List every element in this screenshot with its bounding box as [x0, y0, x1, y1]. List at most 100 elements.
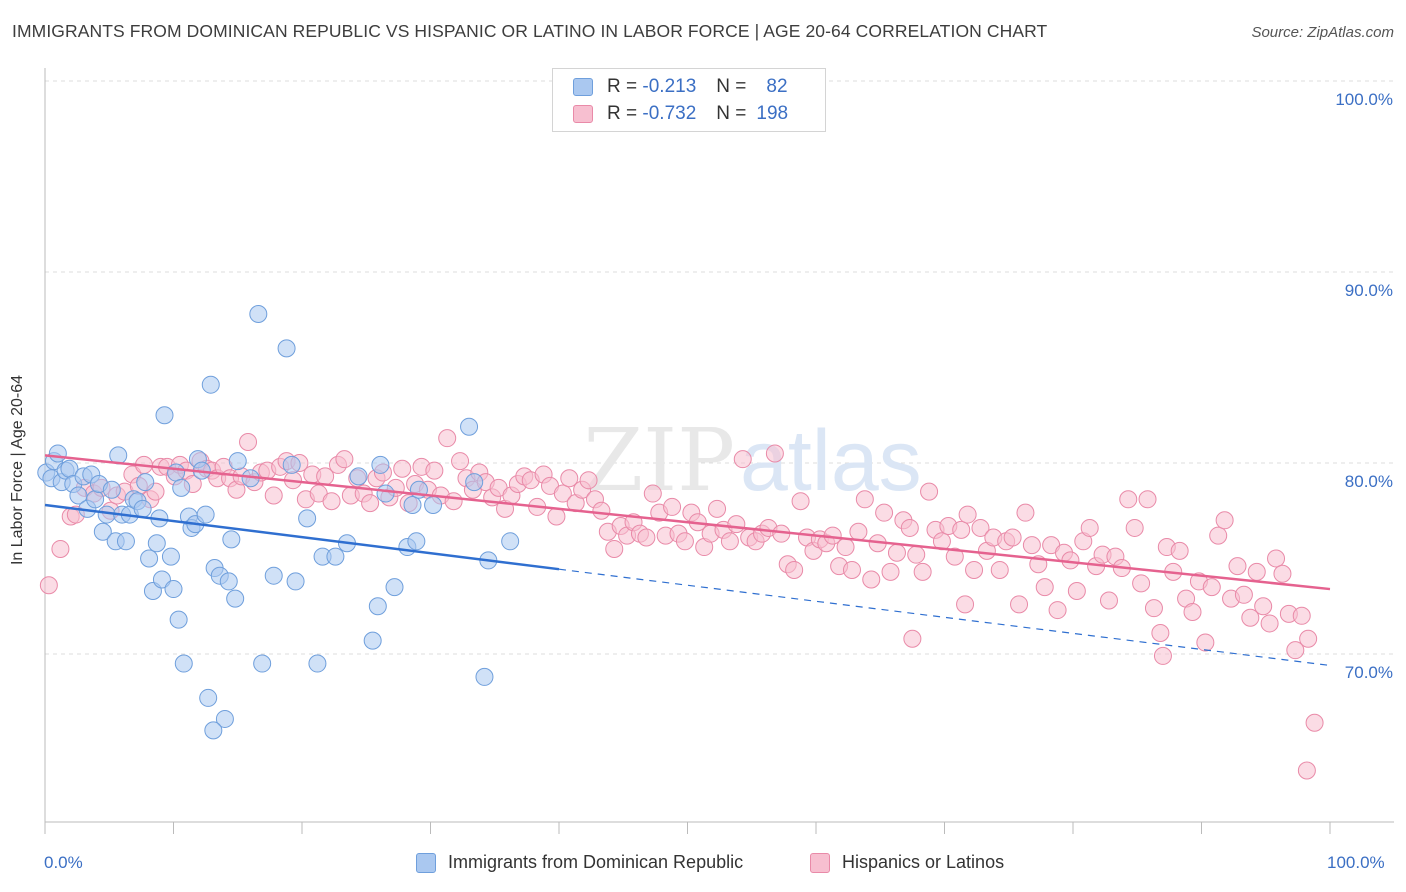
hispanics-point — [903, 629, 922, 648]
dominican-point — [264, 566, 283, 585]
legend-n-label: N = — [716, 76, 747, 97]
axes — [44, 68, 1394, 834]
hispanics-point — [1080, 518, 1099, 537]
dominican-point — [174, 654, 193, 673]
legend-row-dominican: R = -0.213 N = 82 — [573, 74, 788, 100]
hispanics-point — [900, 518, 919, 537]
dominican-point — [385, 578, 404, 597]
y-tick-label: 100.0% — [1335, 90, 1393, 109]
hispanics-point — [438, 429, 457, 448]
hispanics-point — [1151, 623, 1170, 642]
dominican-point — [403, 496, 422, 515]
dominican-point — [501, 532, 520, 551]
legend-r-value: -0.213 — [642, 76, 697, 97]
hispanics-point — [965, 560, 984, 579]
legend-r-label: R = — [607, 103, 638, 124]
hispanics-point — [1067, 581, 1086, 600]
hispanics-point — [1209, 526, 1228, 545]
hispanics-point — [239, 432, 258, 451]
hispanics-point — [765, 444, 784, 463]
hispanics-point — [1267, 549, 1286, 568]
hispanics-point — [322, 492, 341, 511]
dominican-point — [204, 721, 223, 740]
hispanics-point — [451, 452, 470, 471]
dominican-point — [69, 486, 88, 505]
hispanics-point — [956, 595, 975, 614]
hispanics-trend-line — [44, 454, 1331, 591]
x-tick-min: 0.0% — [44, 853, 83, 872]
hispanics-point — [1202, 578, 1221, 597]
hispanics-point — [1016, 503, 1035, 522]
dominican-point — [102, 480, 121, 499]
hispanics-point — [920, 482, 939, 501]
dominican-point — [371, 455, 390, 474]
hispanics-point — [1153, 646, 1172, 665]
hispanics-point — [1234, 585, 1253, 604]
dominican-point — [424, 496, 443, 515]
legend-label-dominican: Immigrants from Dominican Republic — [448, 852, 744, 872]
hispanics-point — [971, 518, 990, 537]
dominican-point — [475, 667, 494, 686]
hispanics-point — [733, 450, 752, 469]
hispanics-point — [875, 503, 894, 522]
legend-swatch-blue — [416, 852, 436, 873]
hispanics-point — [1022, 536, 1041, 555]
dominican-point — [282, 455, 301, 474]
dominican-point — [133, 499, 152, 518]
y-tick-label: 80.0% — [1345, 472, 1393, 491]
legend-r-value: -0.732 — [642, 103, 697, 124]
hispanics-point — [444, 492, 463, 511]
dominican-point — [376, 484, 395, 503]
hispanics-point — [913, 562, 932, 581]
hispanics-point — [560, 469, 579, 488]
hispanics-point — [1183, 602, 1202, 621]
hispanics-point — [553, 484, 572, 503]
hispanics-point — [361, 494, 380, 513]
dominican-point — [349, 467, 368, 486]
hispanics-point — [1241, 608, 1260, 627]
dominican-point — [228, 452, 247, 471]
dominican-point — [152, 570, 171, 589]
y-tick-label: 70.0% — [1345, 663, 1393, 682]
hispanics-point — [39, 576, 58, 595]
hispanics-point — [842, 560, 861, 579]
legend-n-value: 82 — [766, 76, 788, 97]
hispanics-point — [1132, 574, 1151, 593]
hispanics-point — [1254, 597, 1273, 616]
hispanics-point — [643, 484, 662, 503]
hispanics-point — [1305, 713, 1324, 732]
dominican-point — [465, 473, 484, 492]
legend-item-hispanics: Hispanics or Latinos — [810, 852, 1004, 873]
y-tick-labels: 70.0% 80.0% 90.0% 100.0% — [1335, 90, 1393, 682]
hispanics-point — [1286, 641, 1305, 660]
hispanics-point — [1196, 633, 1215, 652]
hispanics-point — [945, 547, 964, 566]
legend-label-hispanics: Hispanics or Latinos — [842, 852, 1005, 872]
hispanics-point — [547, 507, 566, 526]
dominican-point — [136, 473, 155, 492]
hispanics-point — [637, 528, 656, 547]
dominican-point — [164, 580, 183, 599]
dominican-point — [201, 375, 220, 394]
hispanics-point — [663, 497, 682, 516]
hispanics-point — [1048, 601, 1067, 620]
dominican-trend-line — [44, 503, 560, 571]
dominican-point — [167, 463, 186, 482]
dominican-point — [86, 490, 105, 509]
hispanics-point — [1299, 629, 1318, 648]
hispanics-point — [990, 560, 1009, 579]
hispanics-point — [592, 501, 611, 520]
legend-n-value: 198 — [756, 103, 789, 124]
dominican-point — [196, 505, 215, 524]
legend-swatch-blue — [573, 78, 593, 96]
hispanics-point — [425, 461, 444, 480]
hispanics-point — [675, 532, 694, 551]
dominican-point — [308, 654, 327, 673]
hispanics-point — [579, 471, 598, 490]
hispanics-point — [907, 545, 926, 564]
dominican-point — [155, 406, 174, 425]
dominican-point — [226, 589, 245, 608]
hispanics-point — [264, 486, 283, 505]
hispanics-point — [1215, 511, 1234, 530]
